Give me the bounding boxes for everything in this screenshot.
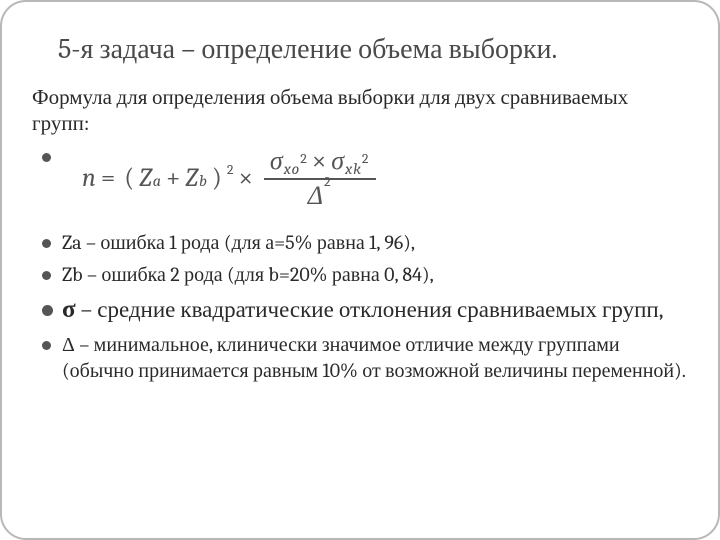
bullet-sigma: σ – средние квадратические отклонения ср…	[38, 294, 688, 327]
sigma-symbol: σ	[62, 295, 76, 324]
sigma1: σ	[270, 148, 284, 174]
formula-Za-sub: a	[153, 171, 162, 192]
formula: n = (Za + Zb)2 × σxo2 × σxk2 Δ2	[82, 148, 376, 209]
formula-Zb-sub: b	[199, 171, 208, 192]
sigma1-pow: 2	[300, 152, 308, 166]
formula-paren-pow: 2	[227, 161, 235, 179]
formula-container: n = (Za + Zb)2 × σxo2 × σxk2 Δ2	[82, 144, 688, 214]
equals-sign: =	[101, 162, 116, 196]
bullet-za: Za – ошибка 1 рода (для а=5% равна 1, 96…	[38, 230, 688, 256]
sigma-text: – средние квадратические отклонения срав…	[76, 296, 664, 323]
times-sign-1: ×	[238, 162, 253, 196]
bullet-delta: Δ – минимальное, клинически значимое отл…	[38, 332, 688, 384]
formula-fraction: σxo2 × σxk2 Δ2	[264, 148, 376, 209]
sigma2: σ	[331, 148, 345, 174]
formula-numerator: σxo2 × σxk2	[264, 148, 376, 180]
bullet-list: n = (Za + Zb)2 × σxo2 × σxk2 Δ2	[38, 144, 688, 385]
formula-denominator: Δ2	[302, 180, 338, 209]
bullet-zb: Zb – ошибка 2 рода (для b=20% равна 0, 8…	[38, 262, 688, 288]
sigma2-pow: 2	[362, 152, 370, 166]
sigma2-sub: xk	[345, 161, 362, 177]
plus-sign: +	[166, 162, 181, 196]
paren-open: (	[124, 162, 135, 196]
formula-Za: Z	[139, 162, 153, 196]
times-sign-2: ×	[312, 148, 327, 174]
slide-subtitle: Формула для определения объема выборки д…	[32, 85, 688, 138]
slide-frame: 5-я задача – определение объема выборки.…	[0, 0, 720, 540]
paren-close: )	[212, 162, 223, 196]
delta-sym: Δ	[308, 181, 324, 211]
bullet-formula: n = (Za + Zb)2 × σxo2 × σxk2 Δ2	[38, 144, 688, 214]
formula-lhs: n	[82, 162, 97, 196]
slide-title: 5-я задача – определение объема выборки.	[58, 32, 688, 67]
formula-Zb: Z	[185, 162, 199, 196]
delta-pow: 2	[324, 173, 332, 190]
sigma1-sub: xo	[284, 161, 301, 177]
